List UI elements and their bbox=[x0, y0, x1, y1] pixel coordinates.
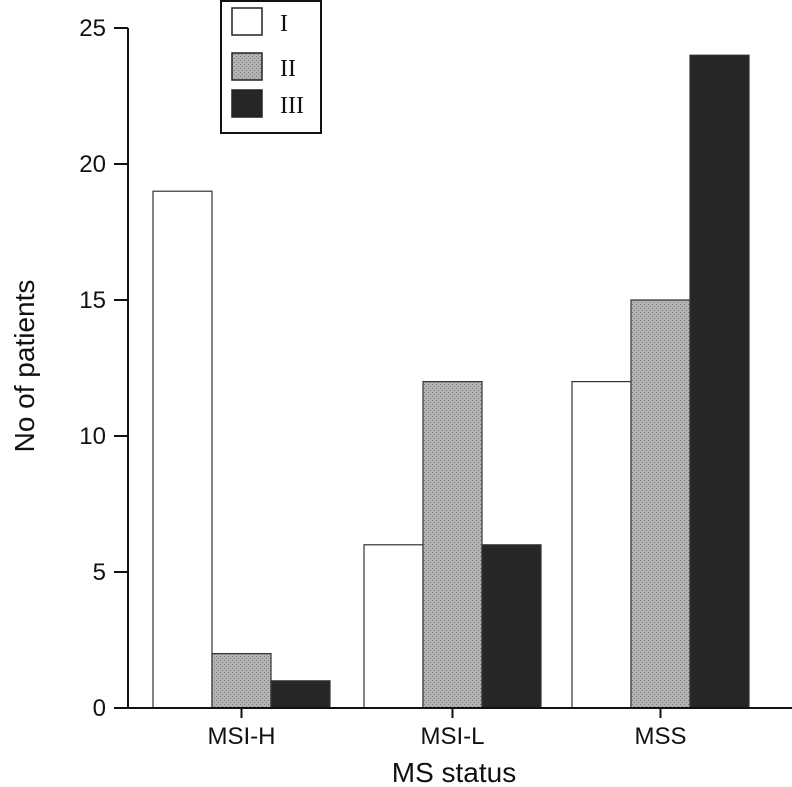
bar-mss-series-ii bbox=[630, 299, 691, 709]
bar-msi-l-series-i bbox=[363, 544, 424, 709]
y-tick-label: 25 bbox=[79, 15, 106, 42]
y-tick-label: 5 bbox=[93, 559, 106, 586]
x-axis-title: MS status bbox=[392, 757, 516, 787]
x-tick-label: MSI-L bbox=[420, 723, 484, 750]
axes-group: 0 5 10 15 20 25 MSI-H MSI-L MSS bbox=[79, 15, 792, 750]
legend-swatch-ii bbox=[231, 52, 263, 81]
y-tick-label: 0 bbox=[93, 695, 106, 722]
legend-label: II bbox=[280, 56, 296, 82]
bar-msi-h-series-i bbox=[152, 190, 213, 709]
legend-swatch-i bbox=[231, 7, 263, 36]
y-tick-label: 20 bbox=[79, 151, 106, 178]
legend-swatch-iii bbox=[231, 89, 263, 118]
legend-label: I bbox=[280, 11, 288, 37]
y-axis-title: No of patients bbox=[9, 280, 40, 453]
bar-mss-series-i bbox=[571, 381, 632, 709]
bar-msi-l-series-iii bbox=[481, 544, 542, 709]
bar-msi-h-series-ii bbox=[211, 652, 272, 709]
y-tick-label: 15 bbox=[79, 287, 106, 314]
bar-msi-h-series-iii bbox=[270, 680, 331, 709]
bars-group bbox=[152, 54, 750, 709]
y-tick-label: 10 bbox=[79, 423, 106, 450]
bar-mss-series-iii bbox=[689, 54, 750, 709]
x-tick-label: MSS bbox=[634, 723, 686, 750]
x-tick-label: MSI-H bbox=[208, 723, 276, 750]
legend-label: III bbox=[280, 93, 304, 119]
bar-msi-l-series-ii bbox=[422, 381, 483, 709]
